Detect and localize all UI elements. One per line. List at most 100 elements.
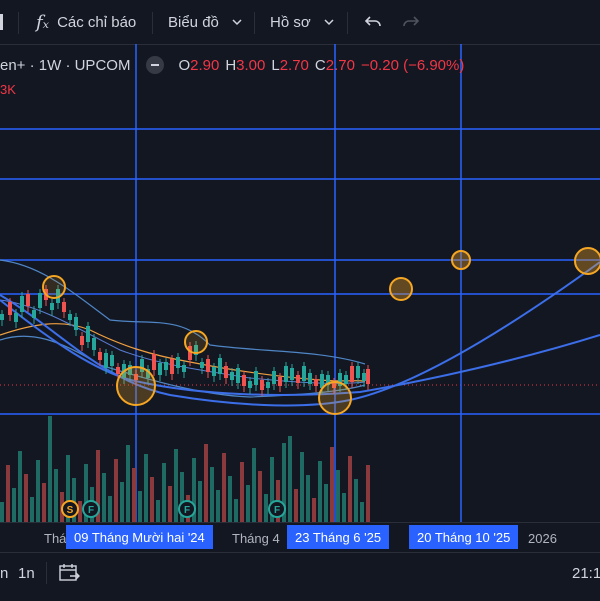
time-axis[interactable]: Thá 09 Tháng Mười hai '24 Tháng 4 23 Thá… [0, 522, 600, 553]
bollinger-upper-band [0, 259, 366, 365]
pivot-marker[interactable] [574, 247, 600, 275]
candle [296, 375, 300, 383]
candle [158, 363, 162, 375]
volume-bar [144, 454, 148, 522]
axis-label: 2026 [528, 531, 557, 546]
volume-bar [300, 452, 304, 522]
date-range-button[interactable] [58, 553, 80, 593]
profile-dropdown[interactable]: Hồ sơ [270, 0, 335, 44]
volume-bar [204, 444, 208, 522]
candlestick-series [0, 285, 370, 396]
volume-bar [360, 502, 364, 522]
candle [50, 303, 54, 310]
range-button[interactable]: n [0, 553, 8, 593]
function-icon: fₓ [36, 11, 50, 33]
volume-bar [108, 496, 112, 522]
undo-icon [364, 16, 381, 27]
volume-bar [282, 443, 286, 522]
undo-button[interactable] [364, 0, 382, 44]
candle [152, 354, 156, 370]
toolbar-edge-button[interactable] [0, 0, 3, 44]
chart-type-label: Biểu đồ [168, 13, 219, 31]
volume-bar [162, 463, 166, 522]
price-chart[interactable]: S F F F [0, 44, 600, 522]
event-marker-label: F [274, 505, 280, 516]
candle [242, 375, 246, 386]
chevron-down-icon [232, 19, 242, 26]
candle [164, 362, 168, 370]
candle [98, 352, 102, 360]
pivot-marker[interactable] [451, 250, 471, 270]
volume-bar [312, 498, 316, 522]
volume-bar [324, 484, 328, 522]
candle [272, 371, 276, 384]
volume-bar [0, 502, 4, 522]
event-marker[interactable]: F [178, 500, 196, 518]
candle [92, 338, 96, 350]
volume-bar [138, 491, 142, 522]
volume-bar [294, 489, 298, 522]
pivot-marker[interactable] [389, 277, 413, 301]
volume-bar [114, 459, 118, 522]
event-marker[interactable]: S [61, 500, 79, 518]
pivot-marker[interactable] [42, 275, 66, 299]
candle [116, 367, 120, 374]
candle [224, 366, 228, 378]
volume-bar [126, 445, 130, 522]
range-button[interactable]: 1n [18, 553, 35, 593]
bollinger-lower-band [0, 335, 366, 398]
chart-type-dropdown[interactable]: Biểu đồ [168, 0, 243, 44]
candle [56, 289, 60, 303]
candle [0, 314, 4, 320]
indicators-label: Các chỉ báo [57, 13, 137, 31]
candle [290, 368, 294, 380]
candle [254, 371, 258, 385]
volume-bar [12, 488, 16, 522]
close-value: 2.70 [325, 56, 355, 74]
candle [8, 302, 12, 315]
candle [176, 357, 180, 368]
volume-bar [234, 499, 238, 522]
volume-bar [342, 493, 346, 522]
volume-value: 3K [0, 82, 16, 97]
trend-curve[interactable] [0, 299, 600, 396]
volume-bar [366, 465, 370, 522]
volume-bar [258, 471, 262, 522]
redo-button[interactable] [402, 0, 420, 44]
volume-bar [132, 468, 136, 522]
pivot-marker[interactable] [184, 330, 208, 354]
candle [230, 372, 234, 380]
axis-highlight-label: 20 Tháng 10 '25 [409, 525, 519, 549]
indicators-button[interactable]: fₓ Các chỉ báo [36, 0, 136, 44]
volume-bar [210, 467, 214, 522]
symbol-title[interactable]: en+ · 1W · UPCOM [0, 56, 131, 74]
trend-curve[interactable] [0, 261, 600, 407]
event-marker[interactable]: F [268, 500, 286, 518]
candle [314, 379, 318, 386]
volume-bar [270, 457, 274, 522]
axis-label: Thá [44, 531, 67, 546]
volume-bar [216, 490, 220, 522]
range-label: 1n [18, 564, 35, 582]
toolbar-divider [152, 12, 153, 34]
candle [110, 355, 114, 366]
clock-time[interactable]: 21:1 [572, 553, 600, 593]
volume-bar [18, 451, 22, 522]
volume-bar [252, 448, 256, 522]
candle [248, 381, 252, 388]
collapse-icon[interactable] [146, 56, 165, 74]
volume-bar [120, 482, 124, 522]
event-marker[interactable]: F [82, 500, 100, 518]
volume-bar [48, 416, 52, 522]
volume-bar [96, 450, 100, 522]
volume-bar [42, 483, 46, 522]
pivot-marker[interactable] [116, 366, 156, 406]
pivot-marker[interactable] [318, 381, 352, 415]
candle [266, 382, 270, 388]
candle [74, 317, 78, 330]
axis-highlight-label: 23 Tháng 6 '25 [287, 525, 390, 549]
volume-bar [150, 477, 154, 522]
volume-bar [240, 462, 244, 522]
volume-bar [24, 474, 28, 522]
volume-bar [336, 470, 340, 522]
